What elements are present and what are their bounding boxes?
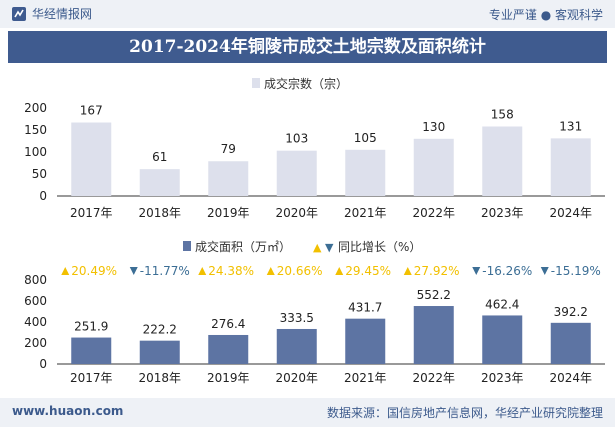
growth-label: 27.92% bbox=[414, 264, 460, 278]
growth-label: 20.49% bbox=[71, 264, 117, 278]
legend-label-counts: 成交宗数（宗） bbox=[264, 76, 348, 91]
x-tick-label-counts: 2020年 bbox=[275, 206, 318, 220]
data-label-area: 276.4 bbox=[211, 317, 245, 331]
bar-counts bbox=[345, 149, 386, 196]
bar-counts bbox=[276, 150, 317, 196]
tagline: 专业严谨 ● 客观科学 bbox=[488, 8, 603, 22]
x-tick-label-area: 2020年 bbox=[275, 371, 318, 385]
data-label-area: 251.9 bbox=[74, 320, 108, 334]
y-tick-label-counts: 100 bbox=[24, 145, 47, 159]
data-label-counts: 130 bbox=[422, 120, 445, 134]
data-label-area: 431.7 bbox=[348, 301, 382, 315]
x-tick-label-area: 2018年 bbox=[138, 371, 181, 385]
x-tick-label-counts: 2019年 bbox=[207, 206, 250, 220]
growth-label: 20.66% bbox=[277, 264, 323, 278]
website-link[interactable]: www.huaon.com bbox=[12, 404, 124, 418]
growth-label: -15.19% bbox=[551, 264, 601, 278]
x-tick-label-area: 2017年 bbox=[70, 371, 113, 385]
bar-area bbox=[71, 337, 112, 364]
growth-down-icon bbox=[540, 267, 549, 275]
data-label-area: 333.5 bbox=[280, 311, 314, 325]
x-tick-label-counts: 2024年 bbox=[549, 206, 592, 220]
footer-bar: www.huaon.com 数据来源：国信房地产信息网，华经产业研究院整理 bbox=[0, 398, 615, 427]
brand: 华经情报网 bbox=[12, 5, 92, 22]
x-tick-label-area: 2024年 bbox=[549, 371, 592, 385]
y-tick-label-area: 400 bbox=[24, 315, 47, 329]
legend-down-icon: ▼ bbox=[325, 241, 334, 254]
data-label-area: 392.2 bbox=[554, 305, 588, 319]
legend-swatch-counts bbox=[252, 78, 260, 88]
growth-up-icon bbox=[403, 267, 412, 275]
chart-title: 2017-2024年铜陵市成交土地宗数及面积统计 bbox=[8, 31, 607, 63]
x-tick-label-counts: 2023年 bbox=[481, 206, 524, 220]
growth-label: -16.26% bbox=[482, 264, 532, 278]
data-label-counts: 158 bbox=[491, 107, 514, 121]
growth-down-icon bbox=[129, 267, 138, 275]
bar-counts bbox=[208, 161, 249, 196]
growth-down-icon bbox=[472, 267, 481, 275]
y-tick-label-area: 0 bbox=[39, 357, 47, 371]
x-tick-label-area: 2023年 bbox=[481, 371, 524, 385]
x-tick-label-counts: 2017年 bbox=[70, 206, 113, 220]
brand-logo-icon bbox=[12, 6, 26, 21]
bar-counts bbox=[413, 138, 454, 196]
data-label-area: 462.4 bbox=[485, 297, 519, 311]
bar-area bbox=[276, 328, 317, 364]
brand-name: 华经情报网 bbox=[32, 7, 93, 21]
legend-label-growth: 同比增长（%） bbox=[338, 240, 421, 254]
bar-counts bbox=[482, 126, 523, 196]
y-tick-label-counts: 150 bbox=[24, 123, 47, 137]
bar-counts bbox=[139, 169, 180, 196]
data-label-counts: 61 bbox=[152, 150, 167, 164]
bar-counts bbox=[71, 122, 112, 196]
bar-area bbox=[482, 315, 523, 364]
x-tick-label-counts: 2021年 bbox=[344, 206, 387, 220]
growth-up-icon bbox=[335, 267, 344, 275]
y-tick-label-area: 800 bbox=[24, 273, 47, 287]
growth-label: -11.77% bbox=[140, 264, 190, 278]
x-tick-label-area: 2019年 bbox=[207, 371, 250, 385]
bar-area bbox=[139, 340, 180, 364]
y-tick-label-counts: 0 bbox=[39, 189, 47, 203]
bar-area bbox=[345, 318, 386, 364]
data-label-area: 552.2 bbox=[417, 288, 451, 302]
growth-label: 29.45% bbox=[345, 264, 391, 278]
legend-up-icon: ▲ bbox=[313, 241, 322, 254]
bar-area bbox=[550, 322, 591, 364]
growth-up-icon bbox=[61, 267, 70, 275]
x-tick-label-counts: 2018年 bbox=[138, 206, 181, 220]
y-tick-label-counts: 200 bbox=[24, 101, 47, 115]
growth-up-icon bbox=[266, 267, 275, 275]
data-label-counts: 105 bbox=[354, 131, 377, 145]
data-label-counts: 79 bbox=[221, 142, 236, 156]
y-tick-label-area: 200 bbox=[24, 336, 47, 350]
bar-area bbox=[208, 334, 249, 364]
legend-swatch-area bbox=[183, 241, 191, 251]
y-tick-label-counts: 50 bbox=[32, 167, 47, 181]
x-tick-label-counts: 2022年 bbox=[412, 206, 455, 220]
y-tick-label-area: 600 bbox=[24, 294, 47, 308]
data-label-counts: 131 bbox=[559, 119, 582, 133]
bar-area bbox=[413, 306, 454, 364]
data-label-counts: 167 bbox=[80, 104, 103, 118]
x-tick-label-area: 2021年 bbox=[344, 371, 387, 385]
legend-label-area: 成交面积（万㎡） bbox=[195, 239, 291, 254]
growth-up-icon bbox=[198, 267, 207, 275]
data-label-counts: 103 bbox=[285, 132, 308, 146]
bar-counts bbox=[550, 138, 591, 196]
top-bar: 华经情报网 专业严谨 ● 客观科学 bbox=[0, 0, 615, 28]
growth-label: 24.38% bbox=[208, 264, 254, 278]
data-source: 数据来源：国信房地产信息网，华经产业研究院整理 bbox=[326, 406, 603, 420]
data-label-area: 222.2 bbox=[143, 323, 177, 337]
x-tick-label-area: 2022年 bbox=[412, 371, 455, 385]
